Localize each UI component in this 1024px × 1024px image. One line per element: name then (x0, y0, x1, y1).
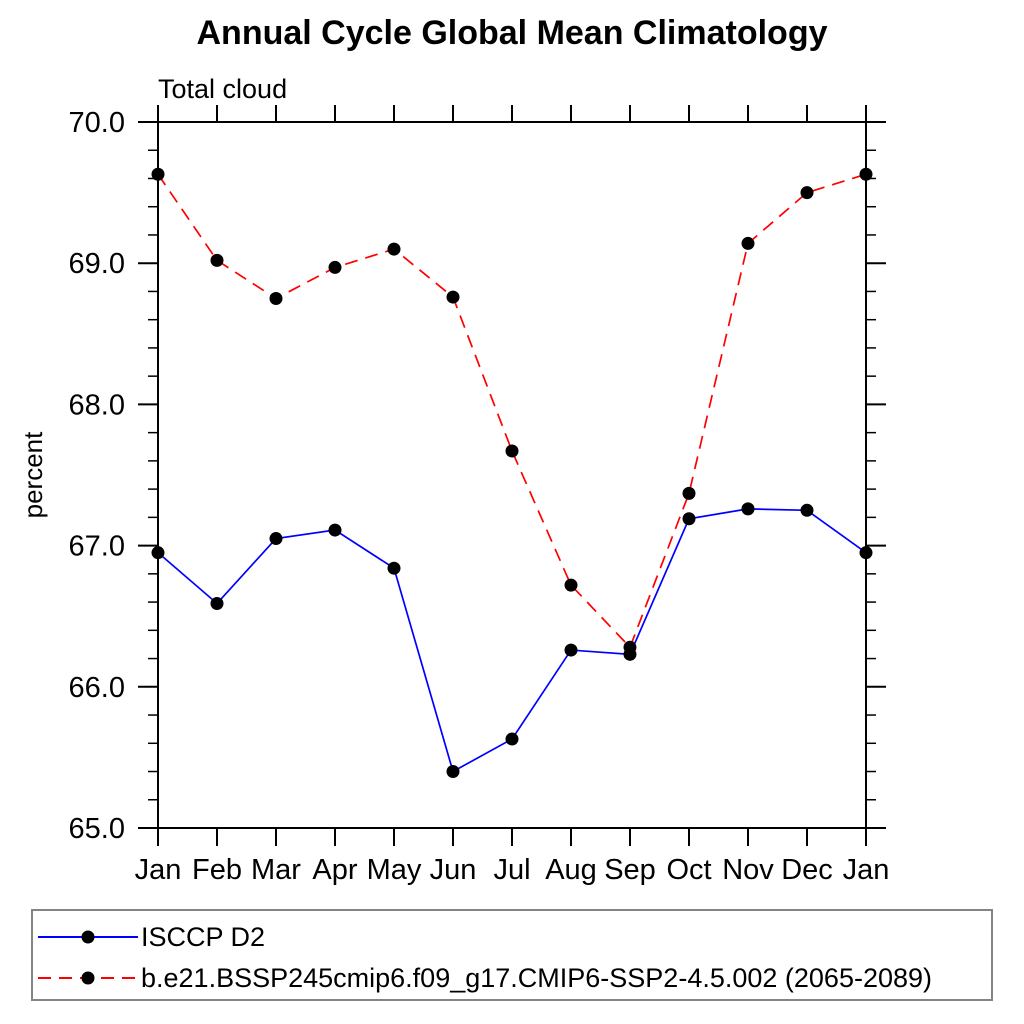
x-tick-label: Aug (545, 854, 597, 886)
y-tick-label: 69.0 (69, 248, 125, 280)
data-point-s1-Feb (210, 253, 224, 267)
data-point-s1-Mar (269, 292, 283, 305)
plot-border (157, 121, 867, 829)
x-tick-label: Jan (843, 854, 890, 886)
data-point-s0-Jan (151, 546, 165, 560)
data-point-s0-Feb (210, 596, 224, 610)
legend-label: ISCCP D2 (141, 922, 266, 952)
data-point-s0-Nov (741, 502, 755, 516)
x-tick-label: Jun (430, 854, 477, 886)
data-point-s1-Dec (800, 186, 814, 200)
series-line-0 (157, 508, 867, 773)
legend-item-observation: ISCCP D2 (38, 922, 266, 952)
x-tick-label: Oct (666, 854, 711, 886)
x-tick-label: Feb (192, 854, 242, 886)
data-point-s1-Jan (151, 167, 165, 181)
data-point-s1-Jun (446, 290, 460, 304)
y-tick-label: 67.0 (69, 531, 125, 563)
data-point-s0-Aug (564, 643, 578, 657)
data-point-s0-May (387, 561, 401, 575)
y-tick-label: 66.0 (69, 672, 125, 704)
data-point-s0-Jul (505, 732, 519, 746)
data-point-s1-Apr (328, 260, 342, 274)
legend-item-model: b.e21.BSSP245cmip6.f09_g17.CMIP6-SSP2-4.… (38, 963, 933, 993)
data-point-s0-Oct (682, 512, 696, 526)
data-point-s1-Sep (623, 640, 637, 654)
legend-box: ISCCP D2 b.e21.BSSP245cmip6.f09_g17.CMIP… (31, 909, 993, 1001)
data-point-s1-Nov (741, 236, 755, 250)
x-tick-label: Nov (722, 854, 774, 886)
data-point-s0-Jan (859, 546, 873, 560)
x-tick-label: May (367, 854, 422, 886)
x-tick-label: Apr (312, 854, 357, 886)
legend-line-sample-dashed (38, 971, 138, 985)
data-point-s1-Jul (505, 444, 519, 458)
x-tick-label: Dec (781, 854, 833, 886)
y-tick-label: 70.0 (69, 107, 125, 139)
chart-subtitle: Total cloud (158, 74, 288, 104)
x-tick-label: Mar (251, 854, 301, 886)
series-line-1 (157, 173, 867, 649)
y-tick-label: 65.0 (69, 813, 125, 845)
legend-line-sample-solid (38, 930, 138, 944)
x-tick-label: Jan (135, 854, 182, 886)
data-point-s1-May (387, 242, 401, 256)
y-axis-title: percent (18, 431, 48, 518)
data-point-s0-Apr (328, 523, 342, 537)
legend-label: b.e21.BSSP245cmip6.f09_g17.CMIP6-SSP2-4.… (141, 963, 933, 993)
x-tick-label: Sep (604, 854, 656, 886)
data-point-s1-Jan (859, 167, 873, 181)
data-point-s0-Mar (269, 532, 283, 546)
data-point-s1-Aug (564, 578, 578, 592)
y-tick-label: 68.0 (69, 389, 125, 421)
chart-title: Annual Cycle Global Mean Climatology (196, 14, 828, 52)
data-point-s0-Dec (800, 503, 814, 517)
x-tick-label: Jul (493, 854, 530, 886)
data-point-s1-Oct (682, 486, 696, 500)
data-point-s0-Jun (446, 765, 460, 779)
